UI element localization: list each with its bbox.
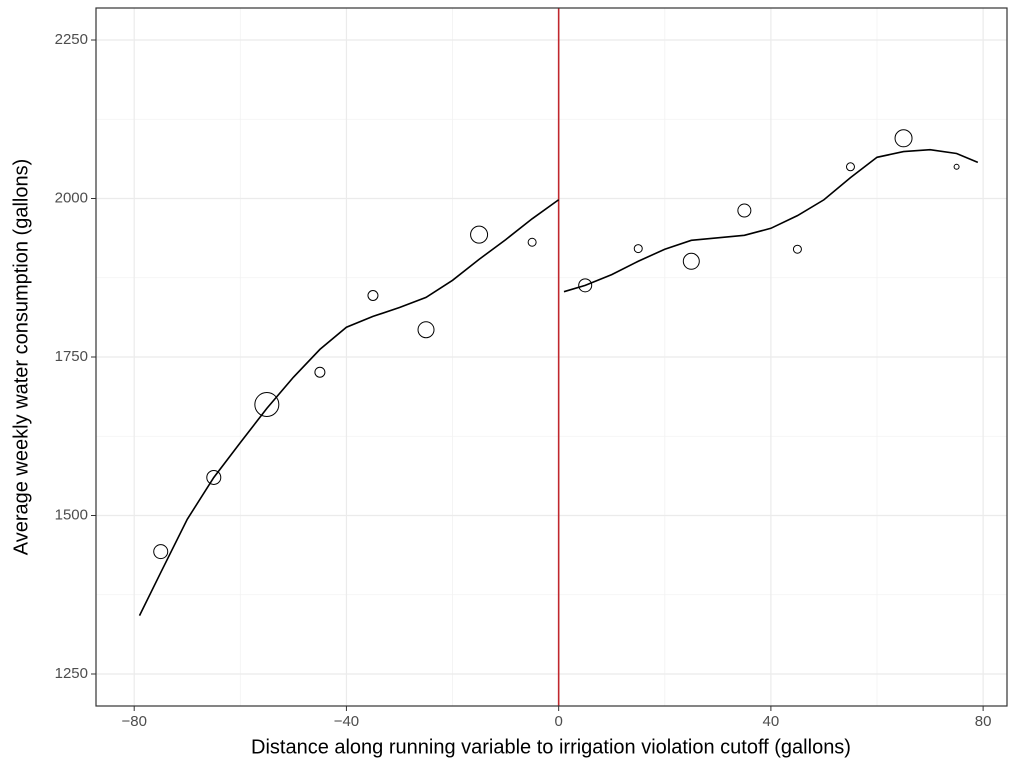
y-tick-label: 2250 [55,31,88,48]
y-tick-label: 1750 [55,348,88,365]
fit-line [563,148,979,293]
y-tick-label: 1500 [55,506,88,523]
point [953,163,960,170]
x-tick-label: 40 [763,713,780,730]
plot-border [95,7,1008,707]
y-axis-title: Average weekly water consumption (gallon… [10,159,32,556]
point [153,544,169,560]
point [578,278,593,293]
x-tick-label: 0 [554,713,562,730]
y-tick-label: 2000 [55,189,88,206]
point [792,244,802,254]
x-axis-title: Distance along running variable to irrig… [251,736,851,758]
point [845,162,855,172]
point [367,290,379,302]
point [633,244,643,254]
x-tick-label: 80 [975,713,992,730]
point [206,469,222,485]
point [470,225,489,244]
fit-line [138,199,560,617]
point [314,366,326,378]
x-tick-label: −80 [121,713,146,730]
point [737,203,752,218]
point [254,392,280,418]
point [682,252,700,270]
point [894,129,913,148]
point [527,237,537,247]
point [417,321,435,339]
y-tick-label: 1250 [55,665,88,682]
x-tick-label: −40 [334,713,359,730]
